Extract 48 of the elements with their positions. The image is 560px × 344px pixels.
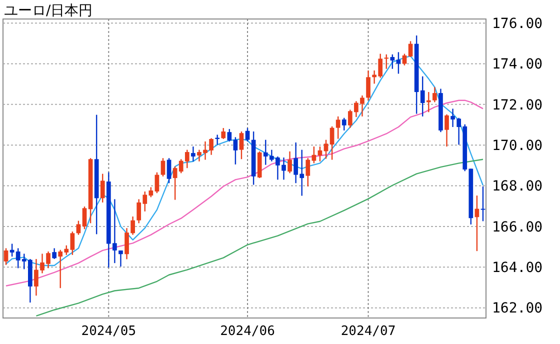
candlestick xyxy=(420,76,425,118)
candlestick xyxy=(245,127,250,142)
candlestick xyxy=(191,146,196,162)
candlestick xyxy=(408,40,413,58)
candlestick xyxy=(100,173,105,204)
candlestick xyxy=(227,128,232,142)
candlestick xyxy=(160,158,166,178)
y-tick-label: 172.00 xyxy=(492,97,543,114)
candlestick xyxy=(384,54,389,70)
candlestick xyxy=(318,146,322,162)
x-tick-label: 2024/05 xyxy=(81,324,136,339)
candlestick xyxy=(480,186,486,222)
candlestick xyxy=(4,248,8,266)
x-tick-label: 2024/06 xyxy=(220,324,275,339)
y-tick-label: 176.00 xyxy=(492,16,543,32)
line-series xyxy=(5,100,484,286)
candlestick xyxy=(432,86,437,103)
candlestick xyxy=(342,117,346,132)
candlestick xyxy=(336,116,340,140)
y-tick-label: 168.00 xyxy=(492,178,543,195)
y-tick-label: 174.00 xyxy=(492,56,543,73)
candlestick xyxy=(82,206,87,230)
candlestick xyxy=(306,158,310,187)
y-tick-label: 166.00 xyxy=(492,219,543,236)
candlestick xyxy=(118,250,123,268)
candlestick xyxy=(390,54,395,70)
candlestick xyxy=(70,230,75,256)
candlestick xyxy=(154,172,160,194)
candlestick xyxy=(233,136,238,166)
candlestick xyxy=(366,70,370,101)
candlestick xyxy=(172,166,178,200)
candlestick xyxy=(330,126,334,160)
chart-title: ユーロ/日本円 xyxy=(4,3,93,19)
candlestick xyxy=(221,127,226,140)
candlestick xyxy=(239,130,244,160)
candlestick xyxy=(312,146,316,164)
candlestick xyxy=(166,158,172,184)
candlestick xyxy=(444,114,449,148)
y-tick-label: 170.00 xyxy=(492,138,543,154)
candlestick xyxy=(76,220,81,236)
candlestick xyxy=(396,52,401,74)
y-tick-label: 162.00 xyxy=(492,300,543,317)
candlestick xyxy=(324,139,328,160)
x-tick-label: 2024/07 xyxy=(340,324,396,339)
y-tick-label: 164.00 xyxy=(492,260,543,276)
candlestick xyxy=(288,150,292,174)
candlestick xyxy=(52,248,56,260)
line-series xyxy=(36,158,484,317)
